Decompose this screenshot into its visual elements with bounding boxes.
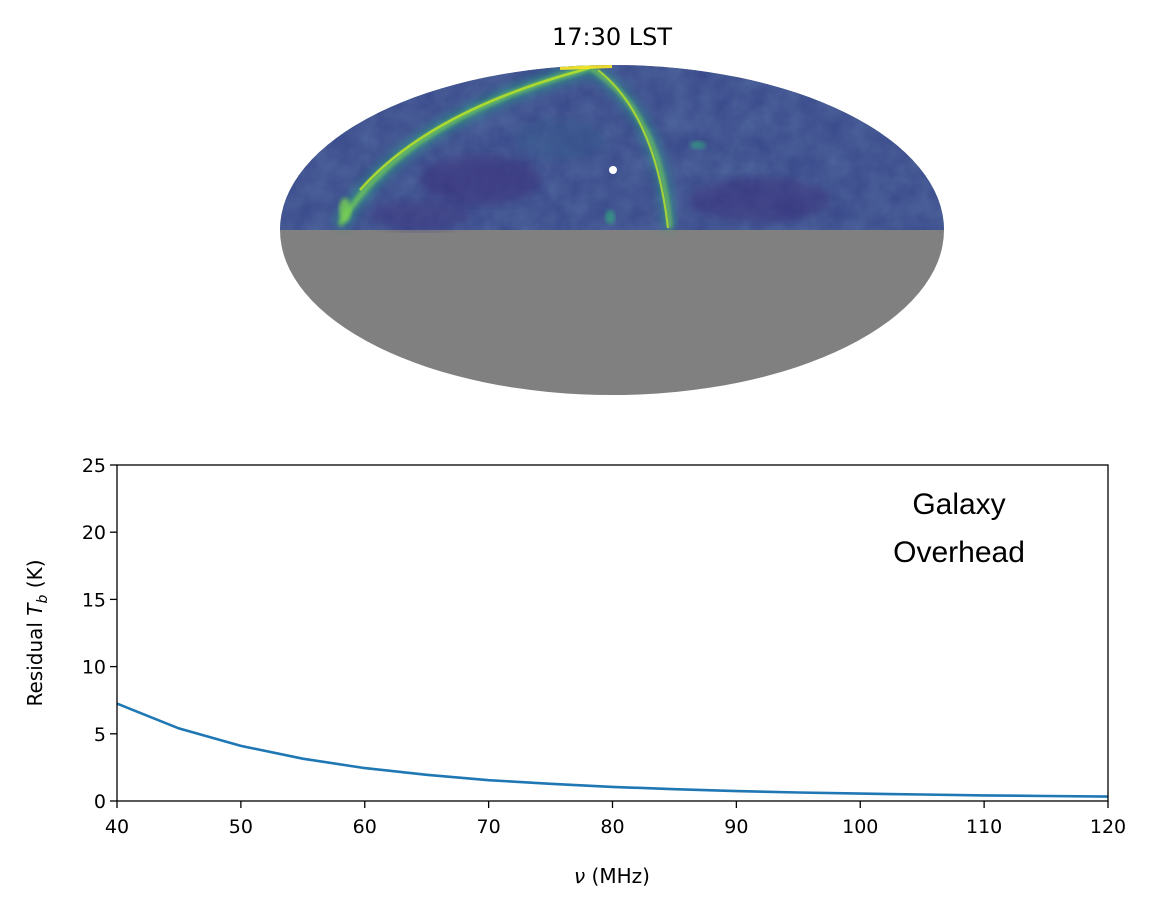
x-tick-label: 110	[966, 816, 1002, 838]
x-axis-unit: (MHz)	[585, 864, 650, 888]
annotation-line-1: Galaxy	[912, 488, 1005, 521]
plot-frame	[116, 464, 1109, 802]
map-title: 17:30 LST	[552, 23, 672, 51]
y-axis-subscript: b	[35, 594, 51, 603]
x-tick-label: 40	[105, 816, 129, 838]
zenith-marker	[609, 166, 617, 174]
y-axis-label: Residual Tb (K)	[23, 559, 51, 706]
y-tick-label: 15	[82, 589, 106, 611]
x-tick-label: 120	[1090, 816, 1126, 838]
x-axis-symbol: ν	[574, 864, 585, 888]
sky-map	[280, 65, 944, 395]
y-tick-label: 20	[82, 522, 106, 544]
x-tick-label: 50	[229, 816, 253, 838]
x-tick-label: 70	[477, 816, 501, 838]
y-axis-prefix: Residual	[23, 616, 47, 707]
annotation-line-2: Overhead	[893, 536, 1025, 569]
x-tick-label: 100	[842, 816, 878, 838]
y-axis-unit: (K)	[23, 559, 47, 594]
x-tick-label: 90	[724, 816, 748, 838]
y-axis-ticks: 0 5 10 15 20 25	[82, 455, 117, 813]
y-axis-symbol: T	[23, 602, 47, 616]
x-axis-label: ν (MHz)	[574, 864, 650, 888]
x-tick-label: 60	[353, 816, 377, 838]
y-tick-label: 10	[82, 657, 106, 679]
y-tick-label: 25	[82, 455, 106, 477]
x-axis-ticks: 40 50 60 70 80 90 100 110 120	[105, 801, 1126, 838]
x-tick-label: 80	[600, 816, 624, 838]
sky-visible-region	[280, 65, 944, 230]
y-tick-label: 5	[94, 724, 106, 746]
y-tick-label: 0	[94, 791, 106, 813]
series-line	[116, 702, 1109, 798]
